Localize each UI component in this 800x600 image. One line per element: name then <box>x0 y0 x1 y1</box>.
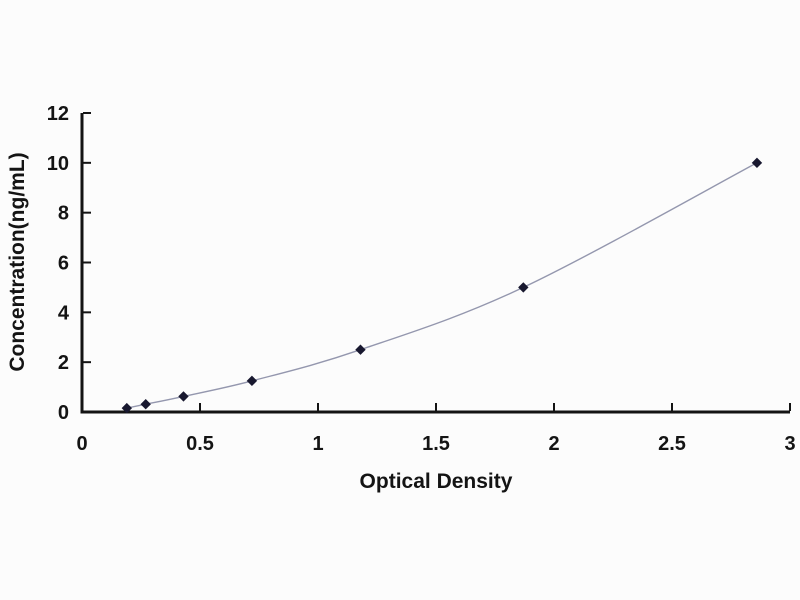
y-axis-title: Concentration(ng/mL) <box>6 152 29 371</box>
data-point-marker <box>751 157 763 169</box>
y-tick-label: 12 <box>47 103 69 125</box>
y-axis: 0 2 4 6 8 10 12 <box>47 103 91 424</box>
x-tick-label: 2 <box>548 433 559 455</box>
x-tick-label: 0 <box>76 433 87 455</box>
y-tick-label: 10 <box>47 153 69 175</box>
x-tick-label: 0.5 <box>186 433 214 455</box>
y-tick-label: 4 <box>58 302 70 324</box>
curve-line <box>126 162 758 409</box>
x-tick-label: 2.5 <box>658 433 686 455</box>
data-point-marker <box>518 282 529 293</box>
x-axis: 0 0.5 1 1.5 2 2.5 3 <box>76 403 796 455</box>
x-axis-title: Optical Density <box>360 470 513 493</box>
data-point-marker <box>121 402 133 414</box>
x-tick-label: 1.5 <box>422 433 450 455</box>
standard-curve-path <box>126 162 758 409</box>
y-tick-label: 0 <box>58 402 69 424</box>
data-point-marker <box>246 375 258 387</box>
x-tick-label: 3 <box>784 433 795 455</box>
data-point-marker <box>140 399 151 410</box>
x-tick-label: 1 <box>312 433 323 455</box>
y-tick-label: 2 <box>58 352 69 374</box>
y-tick-label: 8 <box>58 203 69 225</box>
data-point-marker <box>178 391 189 402</box>
y-tick-label: 6 <box>58 253 69 275</box>
data-point-marker <box>355 344 366 355</box>
data-points <box>121 157 763 414</box>
